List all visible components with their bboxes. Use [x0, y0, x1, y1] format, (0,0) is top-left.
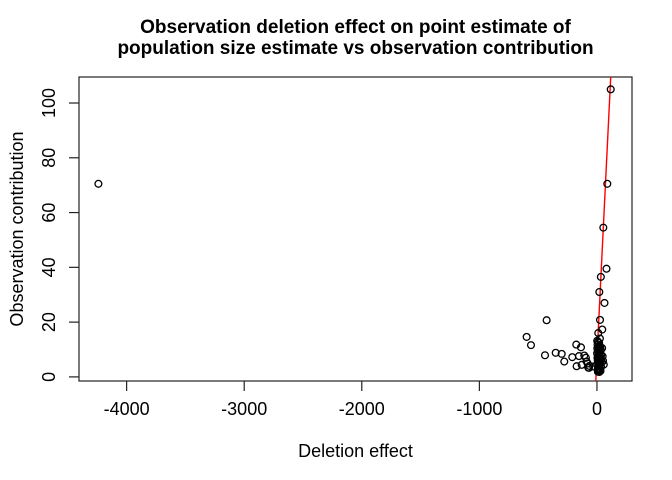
y-tick-label: 20 [39, 312, 59, 332]
data-point [596, 272, 605, 281]
data-point [595, 315, 605, 324]
data-point [526, 341, 536, 350]
data-point [606, 85, 615, 94]
x-tick-label: -1000 [456, 399, 502, 419]
data-point [599, 223, 608, 232]
chart-title-line-1: Observation deletion effect on point est… [140, 17, 571, 38]
x-tick-label: -3000 [221, 399, 267, 419]
y-tick-label: 100 [39, 88, 59, 118]
data-point [542, 316, 551, 325]
data-point [560, 357, 569, 366]
chart-title-line-2: population size estimate vs observation … [117, 38, 594, 59]
data-point [599, 356, 608, 366]
data-point [540, 351, 550, 360]
data-point [576, 343, 586, 352]
data-point [94, 179, 103, 188]
x-axis-label: Deletion effect [298, 441, 413, 461]
x-tick-label: 0 [592, 399, 602, 419]
x-tick-label: -4000 [104, 399, 150, 419]
data-point [598, 352, 607, 361]
y-tick-label: 40 [39, 257, 59, 277]
data-point [568, 353, 577, 362]
data-point [595, 287, 604, 297]
plot-border [78, 76, 633, 382]
y-tick-label: 0 [39, 372, 59, 382]
data-point [551, 348, 560, 357]
data-point [585, 361, 594, 370]
data-point [603, 179, 612, 188]
chart-title: Observation deletion effect on point est… [79, 17, 632, 59]
data-point [594, 329, 603, 338]
data-point [522, 332, 531, 341]
y-axis-label: Observation contribution [7, 131, 27, 327]
data-point [598, 344, 607, 353]
data-point [600, 298, 609, 307]
y-tick-label: 60 [39, 203, 59, 223]
data-point [599, 360, 608, 369]
data-point [572, 362, 581, 371]
data-point [557, 349, 566, 358]
fit-line [595, 76, 612, 382]
y-tick-label: 80 [39, 148, 59, 168]
data-point [602, 264, 611, 273]
data-point [593, 367, 602, 376]
x-tick-label: -2000 [339, 399, 385, 419]
